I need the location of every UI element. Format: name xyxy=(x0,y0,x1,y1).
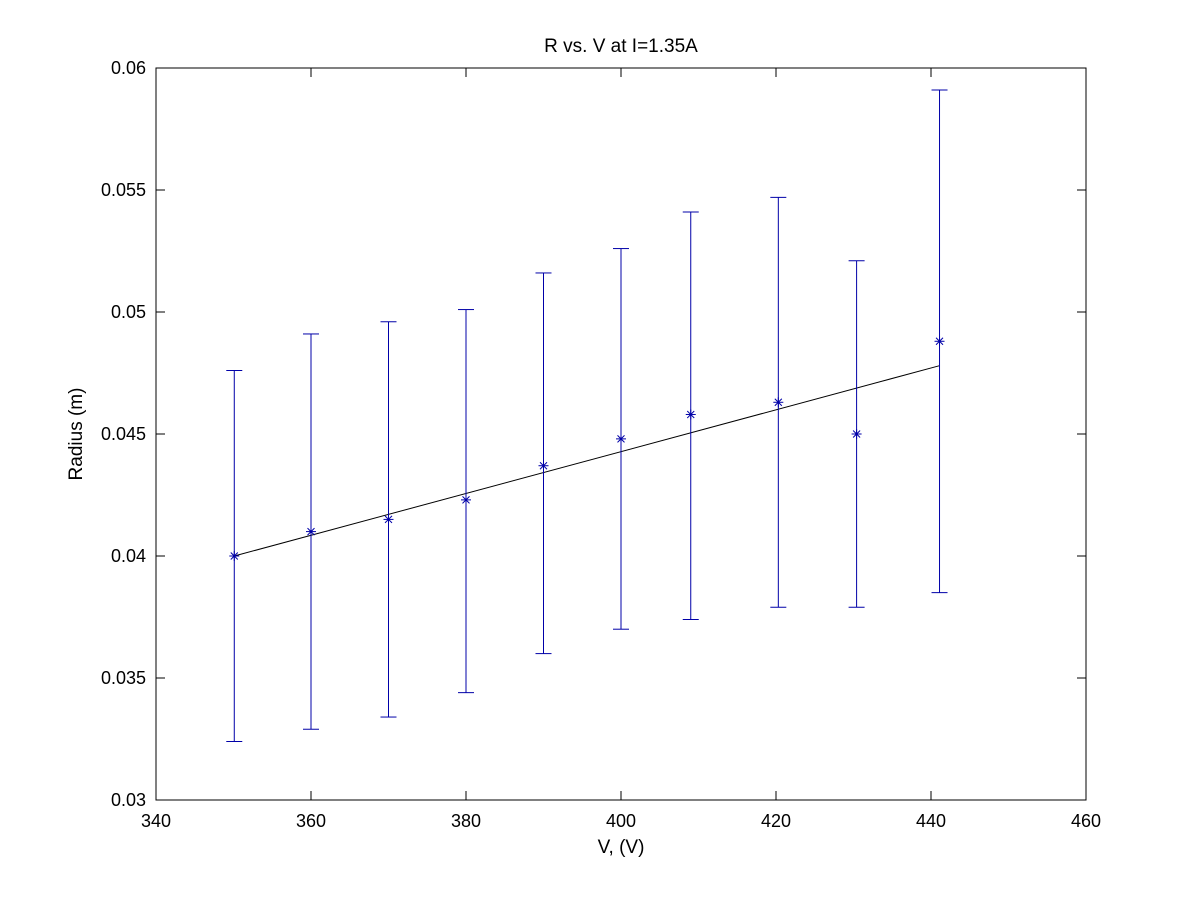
fit-line-layer xyxy=(234,365,940,557)
data-point xyxy=(851,429,862,439)
data-point xyxy=(538,460,549,471)
data-point xyxy=(773,397,784,408)
x-axis-label: V, (V) xyxy=(598,837,645,858)
y-tick-label: 0.055 xyxy=(101,180,146,200)
y-tick-label: 0.04 xyxy=(111,546,146,566)
y-tick-label: 0.035 xyxy=(101,668,146,688)
x-axis-ticks: 340 360 380 400 420 440 460 xyxy=(141,68,1101,831)
y-axis-ticks: 0.03 0.035 0.04 0.045 0.05 0.055 0.06 xyxy=(101,58,1086,810)
y-tick-label: 0.03 xyxy=(111,790,146,810)
y-tick-label: 0.045 xyxy=(101,424,146,444)
x-tick-label: 340 xyxy=(141,811,171,831)
x-tick-label: 360 xyxy=(296,811,326,831)
x-tick-label: 420 xyxy=(761,811,791,831)
data-point xyxy=(616,433,626,444)
y-axis-label: Radius (m) xyxy=(66,388,87,481)
fit-line xyxy=(234,365,940,557)
data-point xyxy=(306,526,316,537)
data-marker-layer xyxy=(229,336,945,561)
data-point xyxy=(934,336,945,347)
data-point xyxy=(685,409,696,420)
y-tick-label: 0.06 xyxy=(111,58,146,78)
x-tick-label: 400 xyxy=(606,811,636,831)
chart-title: R vs. V at I=1.35A xyxy=(544,36,698,57)
x-tick-label: 380 xyxy=(451,811,481,831)
data-point xyxy=(383,514,394,525)
x-tick-label: 440 xyxy=(916,811,946,831)
data-point xyxy=(229,551,240,561)
x-tick-label: 460 xyxy=(1071,811,1101,831)
y-tick-label: 0.05 xyxy=(111,302,146,322)
data-point xyxy=(461,494,471,505)
error-bar-layer xyxy=(226,89,948,742)
